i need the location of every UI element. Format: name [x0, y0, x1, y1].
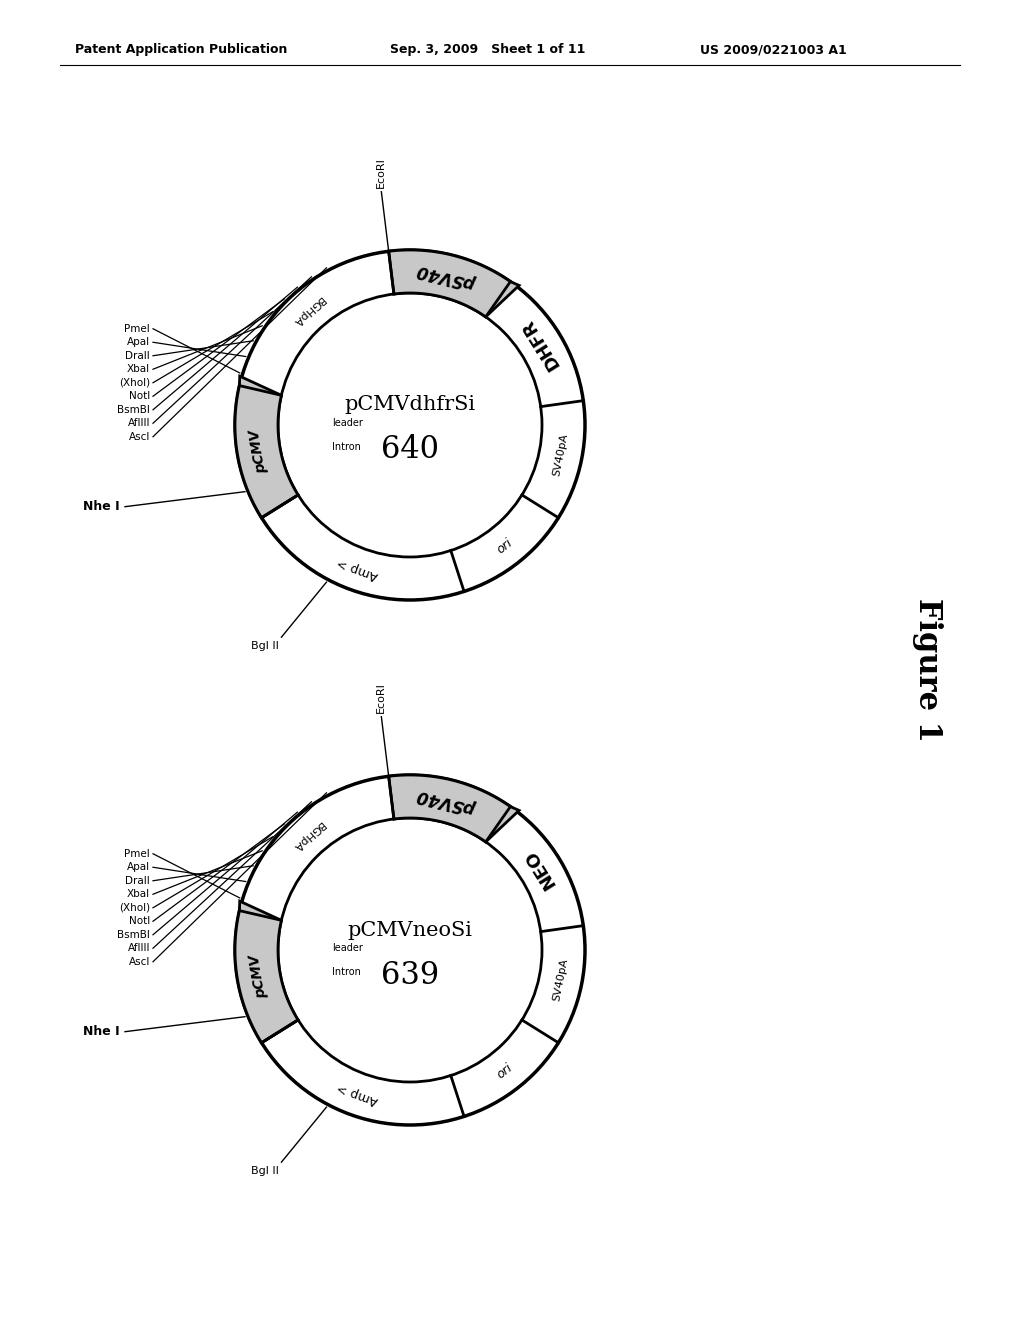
Text: AscI: AscI: [129, 432, 150, 442]
Text: NEO: NEO: [521, 846, 559, 891]
Text: ApaI: ApaI: [127, 862, 150, 873]
Text: pCMV: pCMV: [248, 953, 269, 999]
Text: DraII: DraII: [125, 875, 150, 886]
Text: pCMV: pCMV: [248, 429, 269, 475]
Text: AflIII: AflIII: [128, 418, 150, 428]
Text: EcoRI: EcoRI: [377, 682, 386, 713]
Text: PmeI: PmeI: [124, 849, 150, 859]
Polygon shape: [234, 902, 298, 1043]
Text: Bgl II: Bgl II: [251, 1166, 279, 1176]
Text: SV40pA: SV40pA: [552, 432, 569, 477]
Text: Nhe I: Nhe I: [83, 500, 120, 513]
Text: (XhoI): (XhoI): [119, 378, 150, 388]
Text: XbaI: XbaI: [127, 364, 150, 375]
Text: PmeI: PmeI: [124, 323, 150, 334]
Text: EcoRI: EcoRI: [377, 157, 386, 187]
Text: US 2009/0221003 A1: US 2009/0221003 A1: [700, 44, 847, 57]
Text: NotI: NotI: [129, 391, 150, 401]
Text: pCMVdhfrSi: pCMVdhfrSi: [344, 396, 475, 414]
Text: ori: ori: [495, 536, 515, 556]
Text: SV40pA: SV40pA: [552, 957, 569, 1002]
Text: pSV40: pSV40: [416, 785, 478, 817]
Text: Amp >: Amp >: [335, 556, 380, 582]
Circle shape: [234, 249, 585, 601]
Text: Figure 1: Figure 1: [912, 598, 943, 742]
Text: pCMVneoSi: pCMVneoSi: [347, 920, 472, 940]
Text: Amp >: Amp >: [335, 1081, 380, 1107]
Text: leader: leader: [333, 418, 364, 428]
Text: NotI: NotI: [129, 916, 150, 927]
Text: Sep. 3, 2009   Sheet 1 of 11: Sep. 3, 2009 Sheet 1 of 11: [390, 44, 586, 57]
Text: Intron: Intron: [333, 442, 361, 451]
Text: pSV40: pSV40: [416, 260, 478, 292]
Text: DHFR: DHFR: [518, 315, 562, 372]
Text: ApaI: ApaI: [127, 337, 150, 347]
Text: AscI: AscI: [129, 957, 150, 966]
Text: (XhoI): (XhoI): [119, 903, 150, 912]
Text: 639: 639: [381, 960, 439, 990]
Text: Intron: Intron: [333, 968, 361, 977]
Polygon shape: [234, 376, 298, 517]
Text: leader: leader: [333, 942, 364, 953]
Polygon shape: [389, 775, 519, 842]
Circle shape: [278, 293, 542, 557]
Text: ori: ori: [495, 1061, 515, 1081]
Text: 640: 640: [381, 434, 439, 466]
Text: DraII: DraII: [125, 351, 150, 360]
Circle shape: [278, 818, 542, 1082]
Text: XbaI: XbaI: [127, 890, 150, 899]
Text: BGHpA: BGHpA: [290, 294, 326, 327]
Text: Nhe I: Nhe I: [83, 1026, 120, 1038]
Polygon shape: [389, 249, 519, 317]
Text: BsmBI: BsmBI: [117, 929, 150, 940]
Text: BGHpA: BGHpA: [290, 820, 326, 853]
Text: Bgl II: Bgl II: [251, 642, 279, 651]
Circle shape: [234, 775, 585, 1125]
Text: AflIII: AflIII: [128, 944, 150, 953]
Text: BsmBI: BsmBI: [117, 405, 150, 414]
Text: Patent Application Publication: Patent Application Publication: [75, 44, 288, 57]
